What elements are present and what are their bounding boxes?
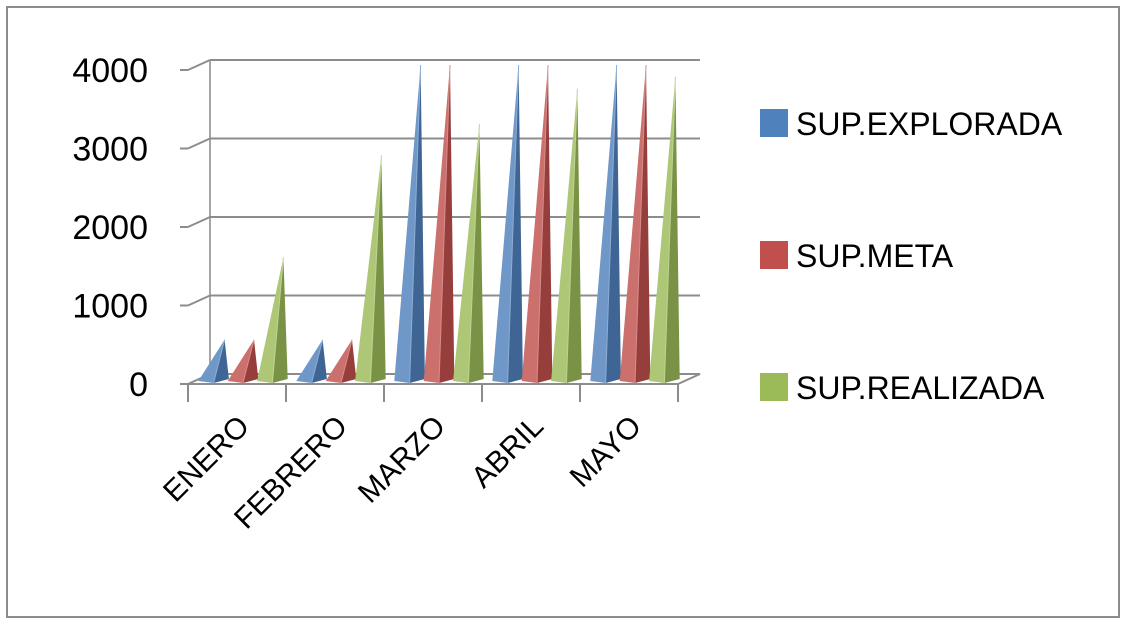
bar-ridge	[507, 64, 520, 384]
chart-frame: 0 1000 2000 3000 4000 ENERO FEBRERO MARZO ABRIL…	[6, 6, 1120, 618]
bar-face-right	[272, 257, 288, 383]
bar	[551, 88, 582, 384]
legend-swatch	[760, 373, 788, 401]
bar-ridge	[409, 64, 422, 384]
bar-face-right	[635, 65, 651, 383]
bar-ridge	[213, 339, 226, 384]
x-tick-label: ABRIL	[465, 410, 550, 495]
y-tick-label: 1000	[72, 288, 148, 326]
bar	[521, 64, 553, 384]
bar-ridge	[340, 339, 353, 384]
bar-ridge	[565, 88, 578, 384]
y-axis-ticks: 0 1000 2000 3000 4000	[72, 52, 188, 404]
bar-face-right	[311, 339, 327, 383]
x-tick-label: ENERO	[157, 410, 256, 509]
bar	[325, 339, 357, 384]
y-tick-label: 4000	[72, 52, 148, 90]
bar-face-left	[394, 65, 421, 383]
legend-item: SUP.META	[760, 238, 954, 274]
bar	[619, 64, 651, 384]
bar-face-left	[296, 339, 323, 383]
gridline-side	[187, 294, 211, 307]
bar-ridge	[271, 257, 284, 384]
bar-face-left	[619, 65, 646, 383]
x-tick-label: MARZO	[352, 410, 452, 510]
bar	[394, 64, 425, 384]
bar-face-right	[507, 65, 523, 383]
bar-face-left	[521, 65, 548, 383]
bar-face-right	[537, 65, 553, 383]
bars	[198, 64, 680, 384]
y-tick-label: 0	[129, 366, 148, 404]
bar-face-right	[243, 339, 259, 383]
bar	[492, 64, 523, 384]
bar-ridge	[369, 155, 382, 384]
bar	[227, 339, 259, 384]
bar-ridge	[242, 339, 255, 384]
bar	[257, 257, 288, 384]
bar-face-left	[590, 65, 617, 383]
bar	[198, 339, 229, 384]
bar-face-left	[198, 339, 225, 383]
bar-face-right	[468, 123, 484, 383]
bar-face-right	[566, 88, 582, 384]
bar-face-right	[664, 76, 680, 384]
bar-face-left	[257, 257, 284, 383]
bar-ridge	[605, 64, 618, 384]
legend-label: SUP.REALIZADA	[796, 370, 1045, 406]
bar	[453, 123, 484, 384]
legend-item: SUP.REALIZADA	[760, 370, 1045, 406]
bar-face-right	[213, 339, 229, 383]
bar-face-left	[453, 123, 480, 383]
legend-swatch	[760, 241, 788, 269]
bar-face-left	[649, 76, 676, 384]
bar	[355, 155, 386, 384]
bar-ridge	[536, 64, 549, 384]
legend-label: SUP.EXPLORADA	[796, 106, 1063, 142]
bar-face-right	[409, 65, 425, 383]
bar-face-left	[423, 65, 450, 383]
bar-face-right	[605, 65, 621, 383]
bar-ridge	[438, 64, 451, 384]
bar-face-right	[439, 65, 455, 383]
bar-face-left	[227, 339, 254, 383]
gridline-side	[187, 59, 211, 71]
bar-ridge	[634, 64, 647, 384]
bar-ridge	[663, 76, 676, 384]
legend-item: SUP.EXPLORADA	[760, 106, 1063, 142]
y-tick-label: 2000	[72, 209, 148, 247]
gridline-side	[187, 137, 211, 150]
bar	[649, 76, 680, 384]
gridline-side	[187, 216, 211, 228]
bar	[423, 64, 455, 384]
bar-face-left	[355, 155, 382, 383]
bar	[590, 64, 621, 384]
legend: SUP.EXPLORADA SUP.META SUP.REALIZADA	[760, 106, 1063, 406]
bar-ridge	[311, 339, 324, 384]
bar-face-left	[551, 88, 578, 384]
bar-face-right	[370, 155, 386, 383]
bar-ridge	[467, 123, 480, 384]
bar-face-right	[341, 339, 357, 383]
y-tick-label: 3000	[72, 131, 148, 169]
x-tick-label: MAYO	[564, 410, 648, 494]
bar	[296, 339, 327, 384]
legend-swatch	[760, 109, 788, 137]
legend-label: SUP.META	[796, 238, 954, 274]
bar-face-left	[325, 339, 352, 383]
bar-face-left	[492, 65, 519, 383]
